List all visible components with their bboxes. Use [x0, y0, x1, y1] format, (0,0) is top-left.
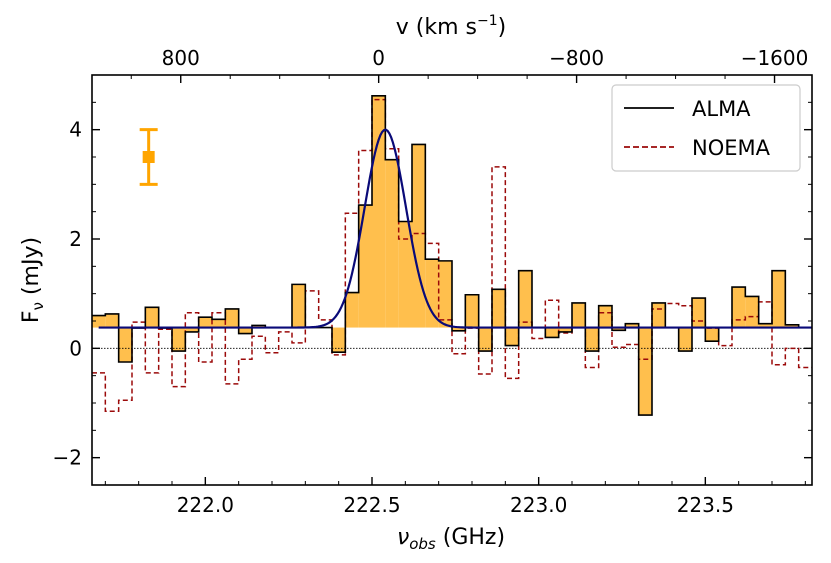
- alma-bar-fill: [638, 327, 652, 416]
- alma-bar-fill: [492, 289, 506, 328]
- alma-bar-fill: [505, 327, 519, 346]
- alma-bar-fill: [198, 317, 212, 328]
- alma-bar-fill: [332, 327, 346, 353]
- alma-step-line: [92, 94, 812, 416]
- x-tick-label: 222.0: [177, 493, 234, 517]
- legend-alma-label: ALMA: [692, 97, 751, 121]
- x-tick-label: 223.5: [677, 493, 734, 517]
- alma-bar-fill: [105, 313, 119, 328]
- alma-bar-fill: [692, 298, 706, 328]
- top-axis-label: v (km s−1): [396, 13, 506, 40]
- alma-bar-fill: [172, 327, 186, 352]
- alma-bar-fill: [772, 270, 786, 328]
- alma-bar-fill: [452, 327, 466, 331]
- alma-bar-fill: [705, 327, 719, 342]
- legend: ALMA NOEMA: [611, 84, 801, 172]
- alma-bar-fill: [412, 144, 426, 328]
- alma-bar-fill: [652, 302, 666, 328]
- noema-step-line: [92, 98, 812, 412]
- x-tick-label: 222.5: [343, 493, 400, 517]
- x-axis-label: νobs (GHz): [397, 525, 505, 553]
- alma-bar-fill: [545, 327, 559, 338]
- alma-bar-fill: [758, 323, 772, 328]
- y-axis-label: Fν (mJy): [19, 237, 47, 323]
- gaussian-fit-line: [98, 128, 812, 329]
- alma-bar-fill: [292, 284, 306, 328]
- legend-noema-label: NOEMA: [692, 136, 771, 160]
- alma-bar-fill: [398, 221, 412, 328]
- y-tick-label: 2: [69, 227, 82, 251]
- alma-bar-fill: [185, 327, 199, 332]
- plot-area: 222.0 222.5 223.0 223.5 −2 0 2 4 800 0 −800 −1600: [53, 46, 813, 517]
- alma-bar-fill: [478, 327, 492, 352]
- alma-bar-fill: [598, 305, 612, 328]
- error-bar-marker: [142, 151, 155, 163]
- top-tick-label: 800: [162, 46, 200, 70]
- top-tick-label: −800: [549, 46, 604, 70]
- alma-bar-fill: [345, 292, 359, 328]
- top-tick-label: −1600: [741, 46, 809, 70]
- alma-bar-fill: [385, 159, 399, 328]
- alma-bar-fill: [238, 327, 252, 334]
- alma-bar-fill: [785, 324, 799, 328]
- alma-bar-fill: [212, 319, 226, 328]
- alma-bar-fill: [518, 270, 532, 328]
- x-tick-label: 223.0: [510, 493, 567, 517]
- y-tick-label: 0: [69, 336, 82, 360]
- alma-bar-fill: [572, 302, 586, 328]
- y-tick-label: −2: [53, 446, 82, 470]
- alma-bar-fill: [585, 327, 599, 352]
- alma-bar-fill: [118, 327, 132, 362]
- top-tick-label: 0: [372, 46, 385, 70]
- alma-bar-fill: [465, 294, 479, 328]
- alma-bar-fill: [145, 307, 159, 328]
- alma-bar-fill: [225, 308, 239, 328]
- alma-bar-fill: [625, 323, 639, 328]
- alma-bar-fill: [425, 259, 439, 328]
- alma-bar-fill: [678, 327, 692, 352]
- axes-frame: [91, 74, 813, 486]
- alma-bar-fill: [732, 287, 746, 328]
- alma-bar-fill: [612, 327, 626, 331]
- legend-box: [611, 84, 801, 172]
- alma-bar-fill: [745, 296, 759, 328]
- y-tick-label: 4: [69, 118, 82, 142]
- alma-bar-fill: [438, 260, 452, 328]
- alma-bar-fill: [558, 327, 572, 332]
- alma-bar-fill: [358, 205, 372, 328]
- plot-clip-group: [92, 94, 812, 416]
- alma-bar-fill: [92, 315, 106, 328]
